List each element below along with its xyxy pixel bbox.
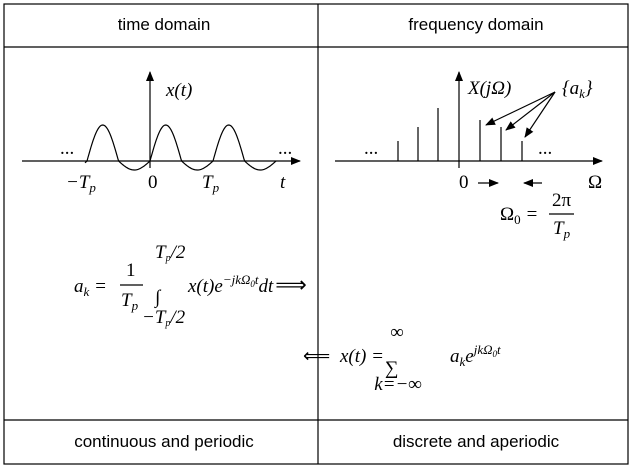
eq-lhs: ak = <box>74 276 106 299</box>
axis-label: Ω <box>588 172 602 193</box>
coeff-label: {ak} <box>562 78 593 101</box>
upper-limit: ∞ <box>390 322 404 343</box>
tick-label: Tp <box>202 172 220 195</box>
y-label: x(t) <box>165 80 192 101</box>
header-cell: time domain <box>118 15 211 34</box>
tick-label: 0 <box>459 172 469 193</box>
summand: akejkΩ0t <box>450 342 501 369</box>
footer-cell: discrete and aperiodic <box>393 432 560 451</box>
fraction-num: 2π <box>552 190 572 211</box>
pointer-arrow <box>485 91 556 126</box>
arrow: ⟸ <box>303 346 330 367</box>
axis-label: t <box>280 172 286 193</box>
fraction-num: 1 <box>126 260 136 281</box>
table-border <box>3 3 629 465</box>
pointer-arrow <box>524 91 556 138</box>
ellipsis: ... <box>278 138 292 159</box>
fraction-den: Tp <box>553 218 571 241</box>
lower-limit: −Tp/2 <box>142 307 186 329</box>
integral-sign: ∫ <box>154 287 162 309</box>
sum-sign: ∑ <box>385 358 399 379</box>
integrand: x(t)e−jkΩ0tdt⟹ <box>187 272 307 297</box>
ellipsis: ... <box>60 138 74 159</box>
lower-limit: k=−∞ <box>374 374 422 395</box>
y-label: X(jΩ) <box>467 78 511 99</box>
tick-label: −Tp <box>66 172 96 195</box>
spacing-lhs: Ω0 = <box>500 204 537 227</box>
header-cell: frequency domain <box>408 15 543 34</box>
fraction-den: Tp <box>121 290 139 313</box>
tick-label: 0 <box>148 172 158 193</box>
footer-cell: continuous and periodic <box>74 432 254 451</box>
ellipsis: ... <box>538 138 552 159</box>
eq-lhs: x(t) = <box>339 346 384 367</box>
upper-limit: Tp/2 <box>155 242 186 264</box>
ellipsis: ... <box>364 138 378 159</box>
spectrum-lines <box>397 108 523 161</box>
pointer-arrow <box>505 91 556 131</box>
periodic-signal <box>84 124 277 171</box>
